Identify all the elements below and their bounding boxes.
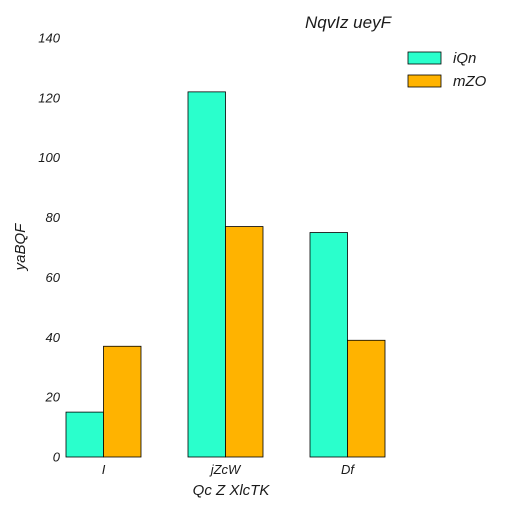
x-tick-label: Df	[341, 462, 355, 477]
x-tick-label: jZcW	[209, 462, 242, 477]
x-axis-label: Qc Z XlcTK	[193, 482, 271, 499]
bar-iQn-jZcW	[187, 91, 226, 458]
bar-mZO-Df	[347, 339, 386, 458]
y-tick-label: 40	[46, 330, 61, 345]
bar-mZO-I	[103, 345, 142, 458]
x-tick-label: I	[102, 462, 106, 477]
y-tick-label: 80	[46, 210, 61, 225]
legend-label-iQn: iQn	[453, 50, 476, 67]
y-tick-label: 140	[38, 31, 60, 46]
bar-iQn-Df	[309, 232, 348, 458]
y-ticks-group: 0 20 40 60 80 100 120 140	[38, 31, 60, 465]
y-tick-label: 100	[38, 150, 60, 165]
y-axis-label: yaBQF	[12, 223, 29, 272]
chart-title: NqvIz ueyF	[305, 13, 393, 32]
legend-swatch-iQn	[407, 51, 442, 65]
y-tick-label: 20	[45, 390, 61, 405]
y-tick-label: 120	[38, 90, 60, 105]
y-tick-label: 0	[53, 450, 61, 465]
legend-label-mZO: mZO	[453, 73, 487, 90]
y-tick-label: 60	[46, 270, 61, 285]
bar-mZO-jZcW	[225, 226, 264, 458]
legend: iQn mZO	[407, 50, 487, 90]
legend-swatch-mZO	[407, 74, 442, 88]
bars-group	[65, 91, 386, 458]
bar-iQn-I	[65, 411, 104, 458]
